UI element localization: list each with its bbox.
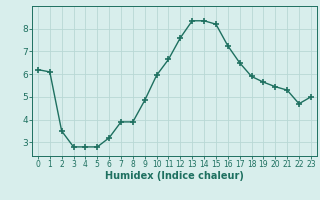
X-axis label: Humidex (Indice chaleur): Humidex (Indice chaleur)	[105, 171, 244, 181]
